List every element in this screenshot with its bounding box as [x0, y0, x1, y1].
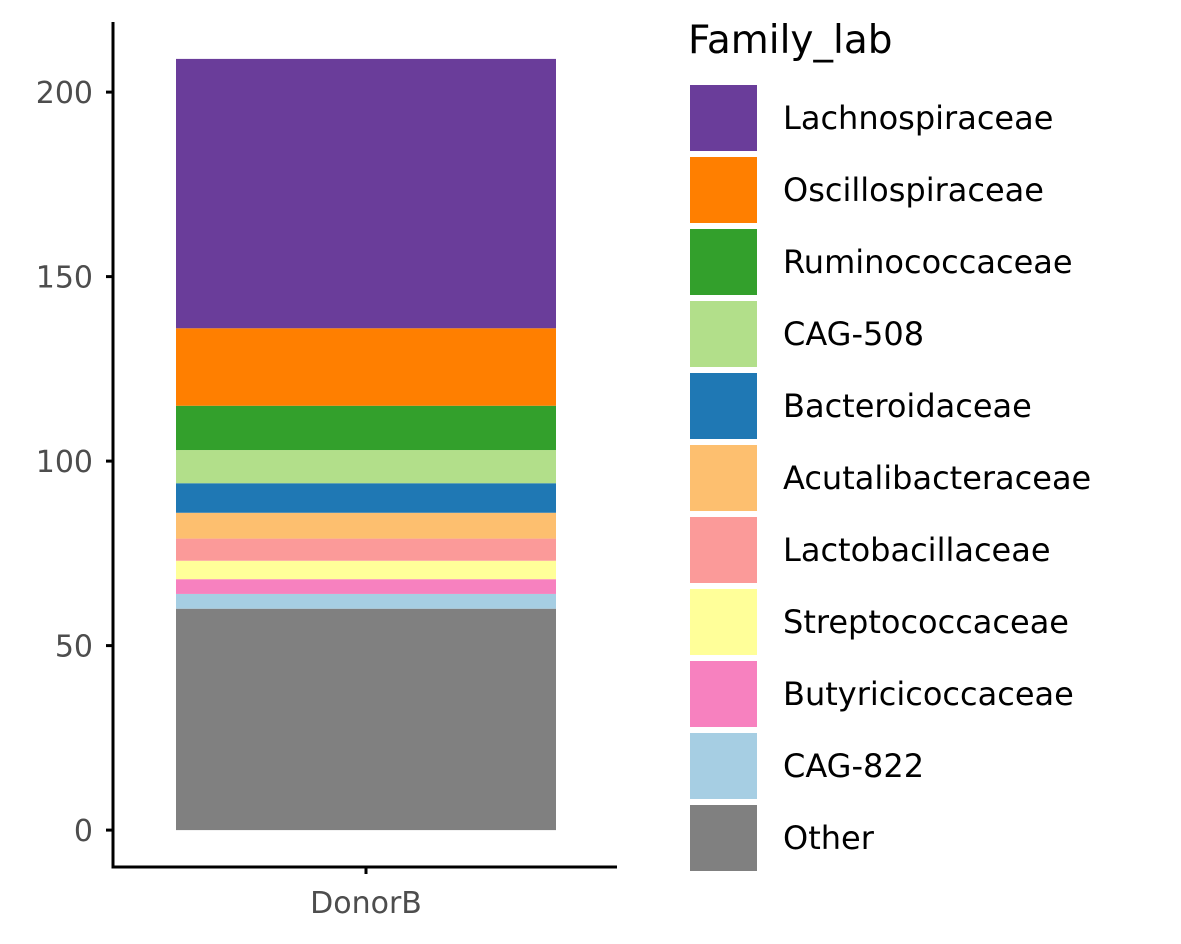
bar-segment-cag-822 [176, 593, 556, 609]
y-axis-ticks: 0 50 100 150 200 [36, 76, 113, 849]
legend-label: Other [783, 819, 875, 857]
legend-label: Ruminococcaceae [783, 243, 1073, 281]
y-tick-label: 200 [36, 76, 93, 111]
legend-label: Bacteroidaceae [783, 387, 1032, 425]
legend-label: CAG-508 [783, 315, 924, 353]
legend-key-cag-822 [690, 733, 757, 799]
legend-key-oscillospiraceae [690, 157, 757, 223]
legend-key-bacteroidaceae [690, 373, 757, 439]
bar-segment-oscillospiraceae [176, 328, 556, 406]
y-tick-label: 150 [36, 261, 93, 296]
bar-segment-cag-508 [176, 450, 556, 484]
bar-segment-bacteroidaceae [176, 483, 556, 513]
legend-key-cag-508 [690, 301, 757, 367]
y-tick-label: 100 [36, 445, 93, 480]
legend-label: Lactobacillaceae [783, 531, 1051, 569]
bar-stack [176, 58, 556, 831]
bar-segment-butyricicoccaceae [176, 579, 556, 594]
legend-items: Lachnospiraceae Oscillospiraceae Ruminococ… [690, 85, 1091, 871]
x-tick-label: DonorB [310, 886, 422, 921]
bar-segment-other [176, 608, 556, 831]
legend-key-butyricicoccaceae [690, 661, 757, 727]
bar-segment-lactobacillaceae [176, 538, 556, 561]
legend-key-streptococcaceae [690, 589, 757, 655]
legend: Family_lab Lachnospiraceae Oscillospirace… [688, 18, 1091, 871]
legend-label: CAG-822 [783, 747, 924, 785]
legend-title: Family_lab [688, 18, 892, 63]
legend-key-ruminococcaceae [690, 229, 757, 295]
bar-segment-ruminococcaceae [176, 405, 556, 451]
legend-key-lachnospiraceae [690, 85, 757, 151]
legend-key-lactobacillaceae [690, 517, 757, 583]
legend-label: Streptococcaceae [783, 603, 1069, 641]
legend-key-acutalibacteraceae [690, 445, 757, 511]
legend-label: Oscillospiraceae [783, 171, 1044, 209]
legend-label: Butyricicoccaceae [783, 675, 1074, 713]
bar-segment-streptococcaceae [176, 560, 556, 580]
y-tick-label: 50 [55, 630, 93, 665]
legend-key-other [690, 805, 757, 871]
bar-segment-acutalibacteraceae [176, 512, 556, 539]
y-tick-label: 0 [74, 814, 93, 849]
legend-label: Acutalibacteraceae [783, 459, 1091, 497]
bar-segment-lachnospiraceae [176, 58, 556, 329]
axes: 0 50 100 150 200 DonorB [36, 22, 617, 921]
legend-label: Lachnospiraceae [783, 99, 1053, 137]
x-axis-ticks: DonorB [310, 867, 422, 921]
